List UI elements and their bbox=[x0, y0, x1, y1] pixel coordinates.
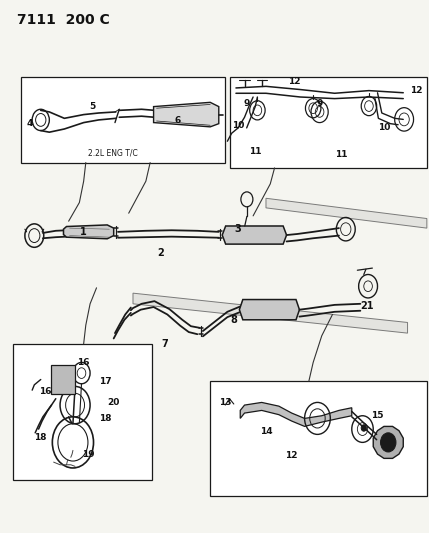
Text: 7111  200 C: 7111 200 C bbox=[17, 13, 110, 27]
Text: 17: 17 bbox=[99, 377, 112, 385]
Bar bbox=[51, 365, 75, 394]
Text: 13: 13 bbox=[219, 398, 232, 407]
Text: 20: 20 bbox=[108, 398, 120, 407]
Text: 1: 1 bbox=[80, 227, 87, 237]
Polygon shape bbox=[240, 402, 352, 426]
Polygon shape bbox=[373, 426, 403, 458]
Text: 18: 18 bbox=[99, 414, 112, 423]
Bar bbox=[21, 77, 225, 163]
Text: 11: 11 bbox=[249, 148, 262, 156]
Text: 12: 12 bbox=[285, 451, 298, 460]
Text: 7: 7 bbox=[162, 339, 169, 349]
Text: 8: 8 bbox=[230, 315, 237, 325]
Text: 12: 12 bbox=[287, 77, 300, 85]
Polygon shape bbox=[133, 293, 408, 333]
Polygon shape bbox=[266, 198, 427, 228]
Bar bbox=[230, 77, 427, 168]
Text: 6: 6 bbox=[175, 117, 181, 125]
Text: 5: 5 bbox=[89, 102, 95, 111]
Text: 3: 3 bbox=[235, 224, 242, 234]
Text: 9: 9 bbox=[317, 100, 323, 108]
Text: 15: 15 bbox=[371, 411, 384, 420]
Text: 14: 14 bbox=[260, 427, 272, 436]
Text: 2.2L ENG T/C: 2.2L ENG T/C bbox=[88, 148, 138, 157]
Text: 19: 19 bbox=[82, 450, 94, 458]
Text: 10: 10 bbox=[378, 124, 390, 132]
Polygon shape bbox=[239, 300, 299, 320]
Text: 9: 9 bbox=[244, 100, 250, 108]
Text: 21: 21 bbox=[360, 302, 374, 311]
Text: 10: 10 bbox=[232, 121, 244, 130]
Text: 11: 11 bbox=[335, 150, 347, 159]
Circle shape bbox=[381, 433, 396, 452]
Bar bbox=[13, 344, 152, 480]
Text: 2: 2 bbox=[157, 248, 164, 258]
Text: 12: 12 bbox=[410, 86, 423, 95]
Text: 4: 4 bbox=[27, 119, 33, 128]
Text: 16: 16 bbox=[77, 358, 90, 367]
Text: 16: 16 bbox=[39, 387, 51, 396]
Circle shape bbox=[361, 425, 366, 431]
Polygon shape bbox=[154, 102, 219, 127]
Polygon shape bbox=[63, 225, 114, 239]
Bar bbox=[210, 381, 427, 496]
Polygon shape bbox=[222, 226, 287, 244]
Text: 18: 18 bbox=[34, 433, 47, 441]
